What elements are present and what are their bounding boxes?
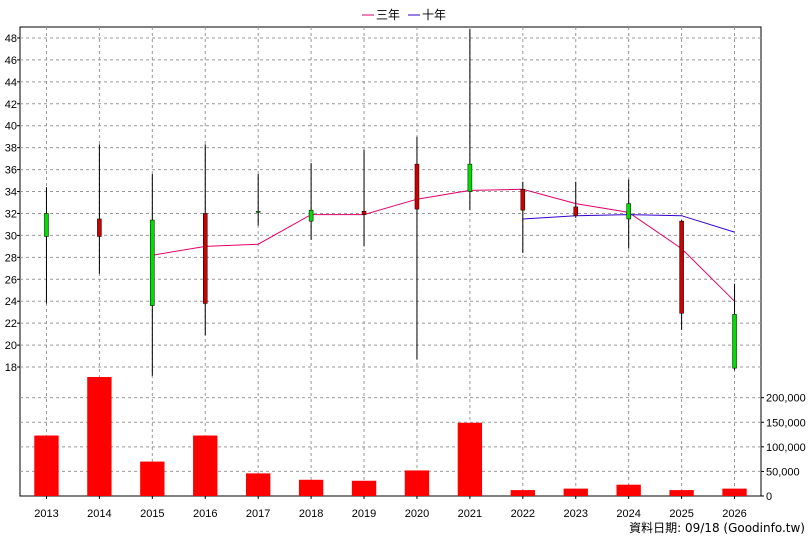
volume-bar	[616, 484, 641, 496]
x-tick-label: 2018	[299, 508, 323, 520]
volume-tick-label: 150,000	[766, 417, 806, 429]
legend-label-three-year: 三年	[376, 8, 400, 22]
volume-tick-label: 50,000	[766, 466, 800, 478]
x-tick-label: 2015	[140, 508, 164, 520]
candle-body	[732, 314, 737, 369]
volume-bar	[404, 470, 430, 496]
legend-label-ten-year: 十年	[422, 8, 446, 22]
price-tick-label: 18	[5, 362, 17, 374]
x-tick-label: 2014	[87, 508, 111, 520]
axes: 18202224262830323436384042444648050,0001…	[5, 33, 806, 520]
price-tick-label: 20	[5, 340, 17, 352]
price-tick-label: 46	[5, 55, 17, 67]
price-tick-label: 28	[5, 252, 17, 264]
volume-bar	[722, 488, 747, 496]
candle-body	[150, 219, 155, 306]
price-tick-label: 42	[5, 99, 17, 111]
x-tick-label: 2021	[458, 508, 482, 520]
volume-tick-label: 100,000	[766, 442, 806, 454]
x-tick-label: 2026	[722, 508, 746, 520]
candle-body	[203, 213, 208, 304]
x-tick-label: 2013	[34, 508, 58, 520]
volume-bar	[351, 480, 377, 496]
x-tick-label: 2016	[193, 508, 217, 520]
volume-tick-label: 200,000	[766, 393, 806, 405]
volume-bar	[510, 490, 535, 496]
candle-body	[679, 220, 684, 314]
volume-bars	[34, 377, 747, 496]
plot-frame	[19, 26, 762, 497]
candle-body	[626, 203, 631, 220]
price-tick-label: 40	[5, 121, 17, 133]
candle-body	[255, 211, 261, 213]
price-tick-label: 38	[5, 143, 17, 155]
price-tick-label: 34	[5, 187, 17, 199]
price-tick-label: 48	[5, 33, 17, 45]
volume-bar	[87, 377, 112, 496]
volume-bar	[298, 479, 324, 496]
candle-body	[361, 211, 367, 215]
price-tick-label: 24	[5, 296, 17, 308]
legend: 三年 十年	[362, 8, 446, 22]
volume-bar	[563, 488, 588, 496]
candle-body	[97, 218, 102, 237]
candle-body	[308, 209, 314, 222]
price-tick-label: 30	[5, 230, 17, 242]
price-tick-label: 44	[5, 77, 17, 89]
candle-body	[467, 163, 473, 192]
candle-body	[573, 206, 578, 216]
volume-bar	[140, 461, 165, 496]
ma-line-three-year	[152, 188, 735, 302]
candle-body	[414, 163, 420, 210]
x-tick-label: 2022	[511, 508, 535, 520]
price-tick-label: 32	[5, 208, 17, 220]
x-tick-label: 2017	[246, 508, 270, 520]
x-tick-label: 2025	[669, 508, 693, 520]
footer-note: 資料日期: 09/18 (Goodinfo.tw)	[629, 521, 805, 535]
volume-tick-label: 0	[766, 491, 772, 503]
grid	[20, 27, 761, 496]
volume-bar	[457, 422, 483, 496]
x-tick-label: 2020	[405, 508, 429, 520]
volume-bar	[34, 435, 59, 496]
price-tick-label: 26	[5, 274, 17, 286]
x-tick-label: 2019	[352, 508, 376, 520]
x-tick-label: 2023	[564, 508, 588, 520]
volume-bar	[669, 490, 694, 496]
price-tick-label: 22	[5, 318, 17, 330]
x-tick-label: 2024	[616, 508, 640, 520]
candle-body	[520, 189, 526, 211]
candle-body	[44, 213, 49, 237]
candles	[44, 29, 737, 376]
moving-average-lines	[152, 188, 735, 302]
volume-bar	[193, 435, 218, 496]
volume-bar	[246, 473, 271, 496]
price-tick-label: 36	[5, 165, 17, 177]
